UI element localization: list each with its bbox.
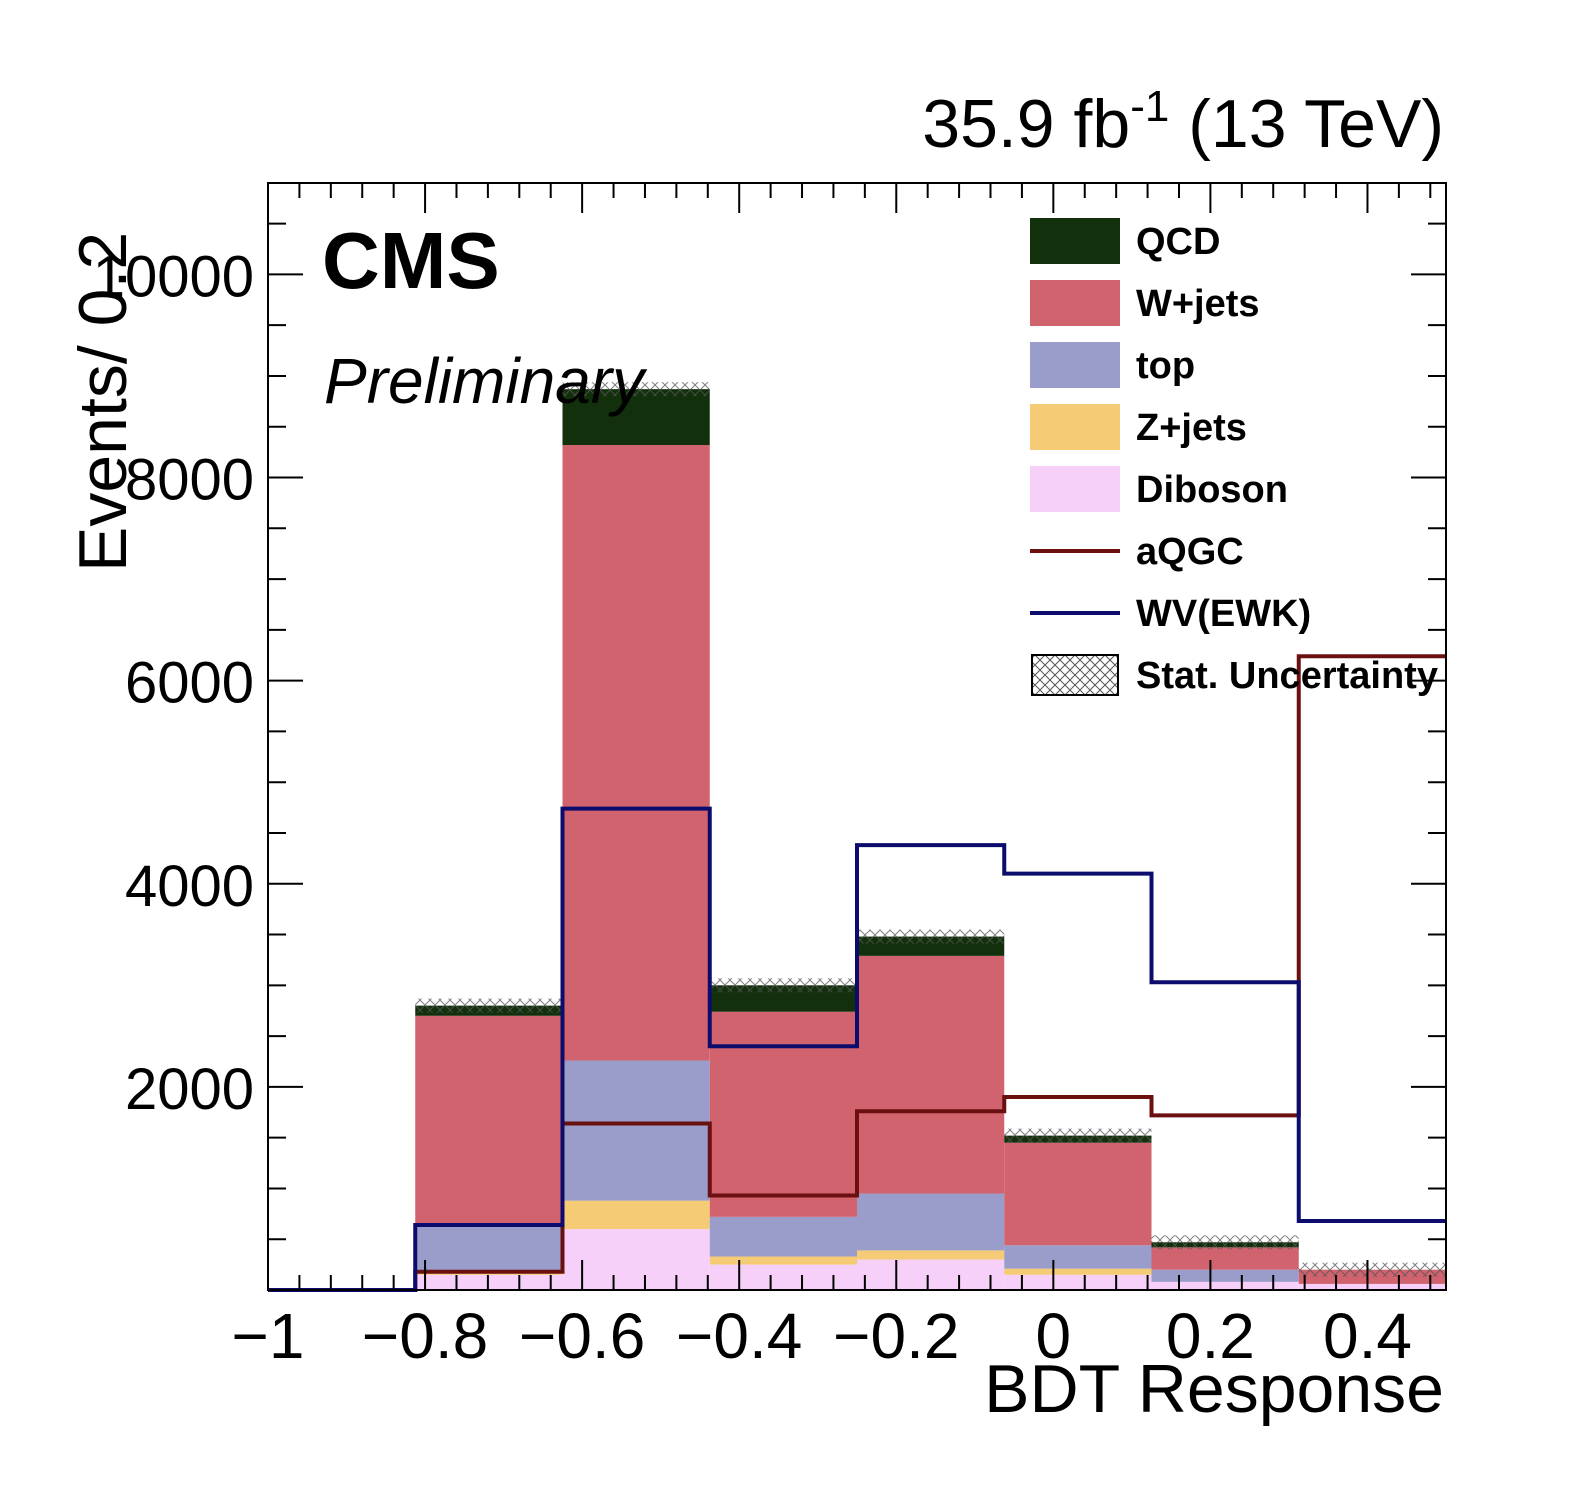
bar-z-jets-bin-6 — [1004, 1268, 1152, 1275]
bar-top-bin-4 — [709, 1216, 857, 1257]
lumi-label: 35.9 fb-1 (13 TeV) — [922, 82, 1444, 162]
y-tick-label: 6000 — [125, 651, 254, 716]
axis-ticks — [267, 183, 1446, 1290]
bar-diboson-bin-3 — [562, 1229, 710, 1290]
plot-border — [267, 182, 1447, 1291]
y-tick-label: 2000 — [125, 1057, 254, 1122]
stat-uncertainty-bands — [415, 382, 1446, 1277]
x-tick-label: −0.4 — [676, 1300, 802, 1372]
stat-uncertainty-bin-3 — [562, 382, 710, 397]
x-tick-label: 0.4 — [1323, 1300, 1412, 1372]
legend-swatch-z-jets — [1030, 404, 1120, 450]
bar-z-jets-bin-3 — [562, 1200, 710, 1230]
legend-swatch-w-jets — [1030, 280, 1120, 326]
line-aqgc — [268, 654, 1446, 1292]
legend-label-qcd: QCD — [1136, 221, 1220, 263]
stat-uncertainty-bin-5 — [857, 929, 1005, 944]
legend-swatch-qcd — [1030, 218, 1120, 264]
y-tick-label: 4000 — [125, 854, 254, 919]
x-tick-label: −0.6 — [519, 1300, 645, 1372]
x-tick-label: −0.2 — [833, 1300, 959, 1372]
bar-w-jets-bin-7 — [1151, 1247, 1299, 1270]
legend-label-top: top — [1136, 345, 1195, 387]
signal-lines — [268, 654, 1446, 1292]
bar-w-jets-bin-5 — [857, 955, 1005, 1194]
legend-label-w-jets: W+jets — [1136, 283, 1260, 325]
bar-diboson-bin-5 — [857, 1259, 1005, 1290]
y-tick-label: 8000 — [125, 448, 254, 513]
preliminary-label: Preliminary — [324, 345, 648, 417]
stat-uncertainty-bin-8 — [1298, 1262, 1446, 1277]
stat-uncertainty-bin-7 — [1151, 1235, 1299, 1250]
x-tick-label: −0.8 — [362, 1300, 488, 1372]
y-axis-title: Events/ 0.2 — [65, 232, 141, 572]
stat-uncertainty-bin-4 — [709, 978, 857, 993]
bar-top-bin-5 — [857, 1193, 1005, 1251]
stat-uncertainty-bin-6 — [1004, 1128, 1152, 1143]
legend-label-wv-ewk: WV(EWK) — [1136, 593, 1311, 635]
bar-w-jets-bin-6 — [1004, 1142, 1152, 1246]
legend-label-stat-uncertainty: Stat. Uncertainty — [1136, 655, 1438, 697]
bar-diboson-bin-4 — [709, 1264, 857, 1290]
bar-z-jets-bin-5 — [857, 1250, 1005, 1260]
plot-frame — [267, 182, 1447, 1291]
stat-uncertainty-bin-2 — [415, 998, 563, 1013]
bar-w-jets-bin-2 — [415, 1015, 563, 1223]
axis-tick-labels: −1 −0.8 −0.6 −0.4 −0.2 0 0.2 0.4 2000 4000 6000 800… — [93, 244, 1412, 1372]
legend-label-aqgc: aQGC — [1136, 531, 1244, 573]
legend-label-diboson: Diboson — [1136, 469, 1288, 511]
x-tick-label: −1 — [232, 1300, 305, 1372]
line-wv-ewk — [268, 806, 1446, 1292]
stacked-bars — [415, 389, 1446, 1290]
legend-swatch-top — [1030, 342, 1120, 388]
bar-z-jets-bin-4 — [709, 1256, 857, 1265]
x-axis-title: BDT Response — [984, 1351, 1444, 1427]
bar-top-bin-7 — [1151, 1269, 1299, 1282]
legend-swatch-stat-uncertainty — [1031, 654, 1119, 696]
bar-diboson-bin-6 — [1004, 1274, 1152, 1290]
bar-qcd-bin-3 — [562, 389, 710, 446]
cms-label: CMS — [322, 216, 500, 305]
bar-w-jets-bin-3 — [562, 445, 710, 1061]
legend-label-z-jets: Z+jets — [1136, 407, 1247, 449]
bar-diboson-bin-7 — [1151, 1281, 1299, 1290]
legend: QCD W+jets top Z+jets Diboson aQGC WV(EWK) Stat… — [1030, 218, 1438, 697]
y-tick-label: 10000 — [93, 244, 254, 309]
bar-top-bin-6 — [1004, 1245, 1152, 1269]
legend-swatch-diboson — [1030, 466, 1120, 512]
bar-diboson-bin-8 — [1298, 1283, 1446, 1290]
x-tick-label: 0 — [1036, 1300, 1072, 1372]
bar-w-jets-bin-4 — [709, 1011, 857, 1217]
bar-top-bin-2 — [415, 1222, 563, 1272]
bar-top-bin-3 — [562, 1060, 710, 1201]
x-tick-label: 0.2 — [1166, 1300, 1255, 1372]
